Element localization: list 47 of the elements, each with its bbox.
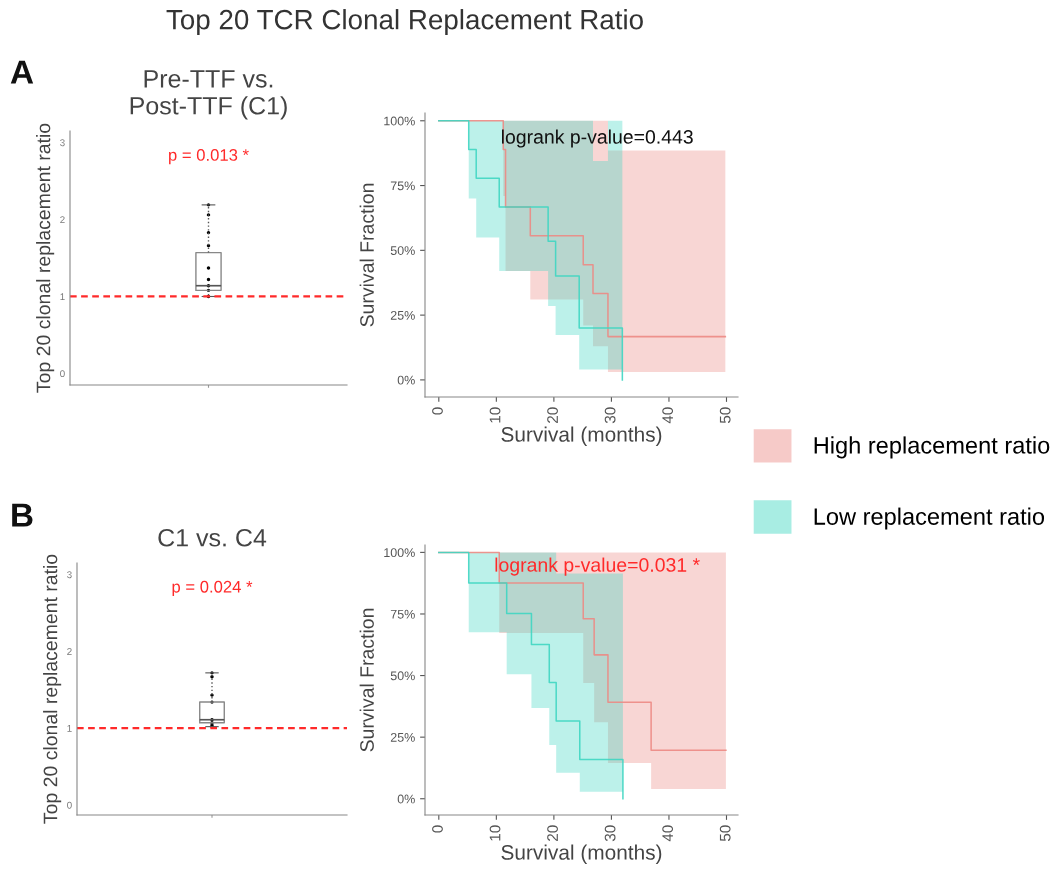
legend-label: Low replacement ratio [814, 507, 1045, 530]
chart-title: C1 vs. C4 [158, 528, 267, 547]
x-tick-label: 30 [604, 825, 616, 842]
y-axis-title: Top 20 clonal replacement ratio [36, 123, 55, 393]
y-tick-label: 0 [67, 801, 72, 809]
text: A [10, 60, 34, 84]
x-tick-label: 30 [604, 407, 616, 424]
y-tick-label: 50% [390, 671, 415, 681]
x-axis-title: Survival (months) [501, 426, 662, 446]
x-tick-label: 40 [662, 407, 674, 424]
y-tick-label: 75% [390, 181, 415, 191]
x-tick-label: 10 [489, 825, 501, 841]
x-tick-label: 50 [719, 407, 731, 424]
x-tick-label: 0 [432, 407, 443, 415]
y-axis-title: Top 20 clonal replacement ratio [43, 554, 62, 824]
y-tick-label: 2 [67, 648, 72, 655]
y-tick-label: 100% [384, 116, 415, 126]
x-axis-title: Survival (months) [501, 844, 662, 864]
x-tick-label: 20 [547, 825, 558, 841]
y-tick-label: 50% [390, 246, 415, 255]
y-tick-label: 1 [67, 725, 72, 732]
y-tick-label: 75% [390, 609, 415, 619]
annotation: p = 0.024 * [172, 580, 253, 596]
chart-title: Pre-TTF vs. Post-TTF (C1) [130, 70, 287, 120]
annotation: logrank p-value=0.031 * [495, 557, 700, 576]
y-tick-label: 0% [397, 375, 415, 385]
x-tick-label: 0 [432, 825, 443, 833]
x-tick-label: 10 [489, 407, 501, 423]
annotation: logrank p-value=0.443 [501, 129, 693, 148]
y-tick-label: 0 [60, 370, 65, 378]
y-axis-title: Survival Fraction [359, 608, 374, 752]
annotation: p = 0.013 * [169, 149, 249, 165]
y-tick-label: 25% [390, 732, 415, 742]
x-tick-label: 50 [719, 825, 731, 842]
y-tick-label: 25% [390, 310, 415, 320]
y-tick-label: 3 [67, 571, 72, 579]
y-tick-label: 100% [384, 548, 415, 558]
x-tick-label: 40 [662, 825, 674, 842]
y-axis-title: Survival Fraction [359, 183, 374, 327]
y-tick-label: 3 [60, 139, 65, 147]
y-tick-label: 2 [60, 216, 65, 224]
y-tick-label: 0% [397, 794, 415, 804]
x-tick-label: 20 [547, 407, 558, 423]
text: Top 20 TCR Clonal Replacement Ratio [166, 9, 643, 35]
legend-label: High replacement ratio [814, 436, 1050, 459]
text: B [12, 503, 33, 527]
y-tick-label: 1 [60, 293, 65, 301]
